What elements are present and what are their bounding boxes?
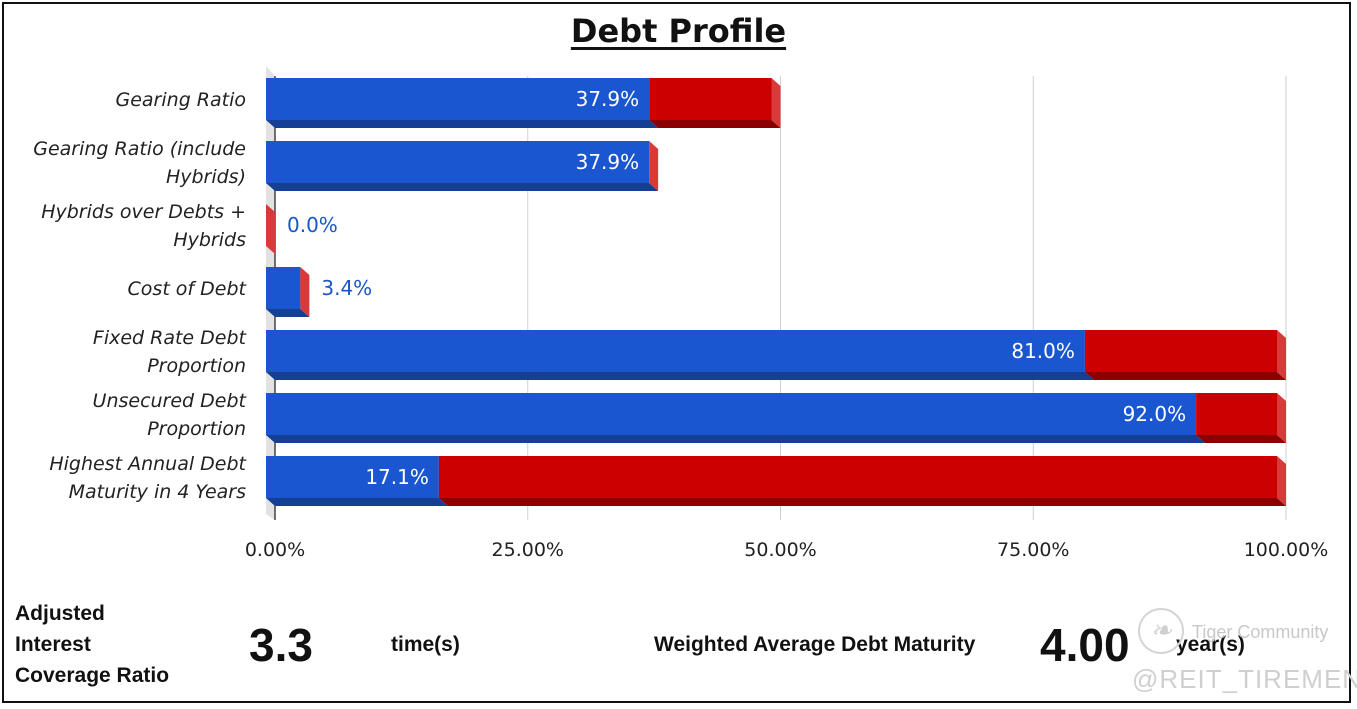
x-tick-label: 50.00% — [744, 539, 816, 561]
category-label: Highest Annual Debt — [49, 453, 247, 475]
category-label: Unsecured Debt — [93, 390, 248, 412]
category-label: Cost of Debt — [128, 278, 248, 300]
bar-data-label: 0.0% — [287, 213, 338, 237]
bar-value — [266, 267, 301, 309]
bar-remainder-bottom — [649, 120, 781, 128]
category-label: Proportion — [147, 355, 246, 377]
bar-value-bottom — [266, 435, 1206, 443]
bar-end-cap — [649, 141, 659, 191]
bar-value-bottom — [266, 372, 1094, 380]
icr-value: 3.3 — [249, 619, 313, 671]
tiger-logo-icon: ❧ — [1138, 608, 1184, 654]
wadm-value: 4.00 — [1040, 619, 1130, 671]
bar-data-label: 92.0% — [1123, 402, 1187, 426]
category-label: Hybrids) — [166, 166, 246, 188]
bar-remainder-bottom — [1084, 372, 1286, 380]
wadm-unit: year(s) — [1176, 633, 1245, 656]
bar-remainder-bottom — [1196, 435, 1286, 443]
chart-title: Debt Profile — [570, 12, 787, 50]
bar-value-bottom — [266, 183, 659, 191]
x-tick-label: 0.00% — [245, 539, 305, 561]
icr-label-line-3: Coverage Ratio — [15, 664, 170, 687]
bar-data-label: 81.0% — [1011, 339, 1075, 363]
bar-data-label: 17.1% — [365, 465, 429, 489]
category-label: Gearing Ratio (include — [33, 138, 246, 160]
icr-unit: time(s) — [391, 633, 460, 656]
x-tick-label: 25.00% — [492, 539, 564, 561]
category-label: Proportion — [147, 418, 246, 440]
icr-label-line-1: Adjusted — [15, 602, 105, 625]
watermark-handle: @REIT_TIREMENT — [1132, 664, 1357, 694]
bar-data-label: 37.9% — [576, 150, 640, 174]
bar-remainder — [1084, 330, 1277, 372]
wadm-label: Weighted Average Debt Maturity — [654, 633, 976, 656]
category-label: Maturity in 4 Years — [69, 481, 247, 503]
bar-value — [266, 393, 1197, 435]
bar-value — [266, 456, 439, 498]
category-label: Fixed Rate Debt — [93, 327, 248, 349]
bar-remainder — [1196, 393, 1277, 435]
x-tick-label: 100.00% — [1244, 539, 1329, 561]
icr-label: Adjusted Interest Coverage Ratio — [15, 598, 169, 691]
bar-end-cap — [266, 204, 275, 254]
x-tick-label: 75.00% — [997, 539, 1069, 561]
bar-end-cap — [771, 78, 781, 128]
icr-label-line-2: Interest — [15, 633, 91, 656]
bar-data-label: 37.9% — [576, 87, 640, 111]
bar-value-bottom — [266, 498, 448, 506]
bar-value — [266, 78, 650, 120]
bar-data-label: 3.4% — [321, 276, 372, 300]
bar-value-bottom — [266, 120, 659, 128]
watermark-brand: Tiger Community — [1192, 622, 1329, 642]
bar-value — [266, 330, 1085, 372]
bar-remainder — [649, 78, 772, 120]
bar-end-cap — [1277, 330, 1286, 380]
category-label: Gearing Ratio — [116, 89, 247, 111]
bar-end-cap — [1277, 456, 1286, 506]
bar-remainder-bottom — [438, 498, 1287, 506]
category-label: Hybrids — [173, 229, 246, 251]
bar-remainder — [438, 456, 1278, 498]
bar-end-cap — [1277, 393, 1286, 443]
bar-end-cap — [300, 267, 310, 317]
bar-value — [266, 141, 650, 183]
category-label: Hybrids over Debts + — [41, 201, 246, 223]
bar-value-bottom — [266, 309, 310, 317]
